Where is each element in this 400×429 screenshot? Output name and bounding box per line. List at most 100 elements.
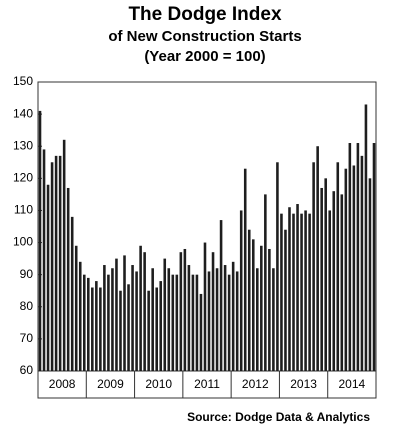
bar bbox=[159, 281, 163, 371]
x-tick-label: 2011 bbox=[194, 377, 220, 391]
chart-subtitle: of New Construction Starts bbox=[108, 28, 301, 45]
bar bbox=[163, 258, 167, 371]
bar bbox=[175, 274, 179, 371]
bar bbox=[368, 178, 372, 371]
plot-frame bbox=[37, 81, 377, 399]
bar bbox=[243, 168, 247, 371]
bar bbox=[62, 139, 66, 371]
bar bbox=[292, 213, 295, 371]
bar bbox=[183, 248, 187, 371]
source-note: Source: Dodge Data & Analytics bbox=[187, 410, 370, 424]
bar bbox=[215, 268, 219, 371]
y-tick-label: 60 bbox=[20, 363, 34, 377]
y-tick-label: 80 bbox=[20, 299, 34, 313]
bar bbox=[280, 213, 283, 371]
bar bbox=[284, 229, 287, 371]
bar bbox=[171, 274, 175, 371]
y-tick-label: 110 bbox=[14, 203, 33, 217]
bar bbox=[324, 178, 327, 371]
bar bbox=[66, 187, 70, 371]
bar bbox=[199, 293, 203, 371]
bar bbox=[54, 155, 58, 371]
bar bbox=[74, 245, 78, 371]
x-tick-label: 2012 bbox=[242, 377, 269, 391]
bar bbox=[247, 229, 251, 371]
bar bbox=[70, 216, 74, 371]
bar bbox=[328, 210, 332, 371]
bar bbox=[304, 210, 307, 371]
bar bbox=[251, 239, 255, 371]
bar bbox=[143, 252, 146, 371]
bar bbox=[364, 104, 368, 371]
bar bbox=[219, 220, 223, 371]
bar bbox=[308, 213, 311, 371]
bar bbox=[151, 268, 154, 371]
bar bbox=[179, 252, 183, 371]
x-tick-label: 2013 bbox=[290, 377, 317, 391]
bar bbox=[332, 191, 336, 371]
bar bbox=[42, 149, 46, 371]
bar bbox=[239, 210, 243, 371]
bar bbox=[99, 287, 102, 371]
bar bbox=[123, 255, 126, 371]
bar bbox=[119, 290, 122, 371]
bar bbox=[352, 165, 356, 371]
bar bbox=[58, 155, 62, 371]
bar bbox=[139, 245, 142, 371]
bar bbox=[340, 194, 344, 371]
bar bbox=[115, 258, 118, 371]
x-tick-label: 2009 bbox=[97, 377, 124, 391]
bar bbox=[38, 110, 42, 372]
x-tick-label: 2008 bbox=[49, 377, 76, 391]
y-tick-label: 140 bbox=[13, 106, 33, 120]
y-tick-label: 100 bbox=[13, 235, 33, 249]
bar bbox=[95, 281, 98, 371]
chart-title: The Dodge Index bbox=[128, 4, 282, 25]
bar bbox=[203, 242, 207, 371]
bar bbox=[207, 271, 211, 371]
bar bbox=[91, 287, 94, 371]
bar bbox=[231, 261, 235, 371]
bar bbox=[103, 265, 106, 371]
bar bbox=[372, 143, 376, 371]
bar bbox=[288, 207, 291, 371]
x-tick-label: 2010 bbox=[145, 377, 172, 391]
bar bbox=[211, 252, 215, 371]
bar bbox=[223, 265, 227, 371]
y-tick-label: 90 bbox=[20, 267, 34, 281]
y-tick-label: 130 bbox=[13, 138, 33, 152]
bar bbox=[276, 162, 279, 371]
bar bbox=[316, 146, 319, 371]
bar bbox=[356, 143, 360, 371]
bar bbox=[268, 248, 271, 371]
bar bbox=[50, 162, 54, 371]
bar bbox=[235, 271, 239, 371]
bar bbox=[300, 213, 303, 371]
bar bbox=[107, 274, 110, 371]
bar bbox=[82, 274, 86, 371]
bar bbox=[167, 268, 171, 371]
bar bbox=[147, 290, 150, 371]
chart-subtitle: (Year 2000 = 100) bbox=[144, 48, 265, 65]
bar bbox=[191, 274, 195, 371]
bar bbox=[320, 187, 323, 371]
bar bbox=[46, 184, 50, 371]
bar bbox=[272, 268, 275, 371]
bar bbox=[187, 265, 191, 371]
bar bbox=[296, 204, 299, 371]
y-tick-label: 150 bbox=[13, 74, 33, 88]
y-tick-label: 70 bbox=[20, 331, 34, 345]
bar bbox=[336, 162, 340, 371]
bar bbox=[360, 155, 364, 371]
y-tick-label: 120 bbox=[13, 171, 33, 185]
bar bbox=[260, 245, 263, 371]
bar bbox=[348, 143, 352, 371]
bar bbox=[87, 277, 90, 371]
bar bbox=[78, 261, 82, 371]
bar bbox=[135, 271, 138, 371]
bar bbox=[344, 168, 348, 371]
bar bbox=[312, 162, 315, 371]
bar bbox=[131, 265, 134, 371]
x-tick-label: 2014 bbox=[339, 377, 366, 391]
